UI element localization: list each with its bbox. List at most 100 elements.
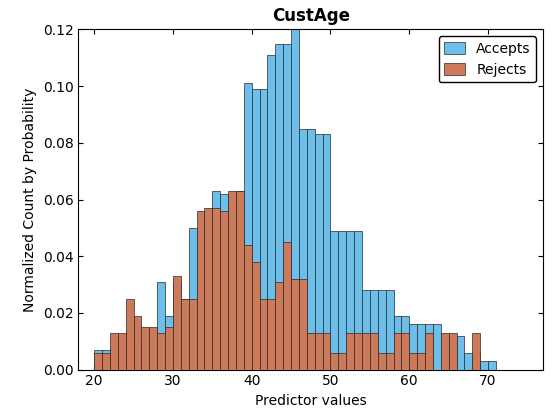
Bar (425, 324, 433, 370)
Bar (236, 191, 244, 370)
Bar (181, 299, 189, 370)
Bar (362, 290, 370, 370)
Bar (276, 282, 283, 370)
Bar (370, 290, 378, 370)
Bar (362, 333, 370, 370)
Bar (472, 333, 480, 370)
Bar (433, 324, 441, 370)
Y-axis label: Normalized Count by Probability: Normalized Count by Probability (23, 87, 37, 312)
Bar (456, 336, 464, 370)
Bar (150, 327, 157, 370)
Bar (323, 333, 330, 370)
X-axis label: Predictor values: Predictor values (255, 394, 367, 408)
Bar (220, 211, 228, 370)
Bar (472, 353, 480, 370)
Bar (125, 330, 133, 370)
Bar (323, 134, 330, 370)
Bar (251, 89, 260, 370)
Bar (102, 353, 110, 370)
Bar (315, 333, 323, 370)
Bar (173, 282, 181, 370)
Bar (212, 191, 220, 370)
Bar (488, 361, 496, 370)
Bar (142, 347, 150, 370)
Bar (268, 55, 276, 370)
Bar (441, 333, 449, 370)
Bar (338, 231, 346, 370)
Bar (133, 347, 142, 370)
Bar (299, 129, 307, 370)
Bar (299, 279, 307, 370)
Bar (394, 333, 402, 370)
Bar (228, 194, 236, 370)
Bar (181, 299, 189, 370)
Bar (338, 353, 346, 370)
Bar (307, 333, 315, 370)
Bar (370, 333, 378, 370)
Bar (409, 353, 417, 370)
Bar (307, 129, 315, 370)
Bar (94, 350, 102, 370)
Bar (449, 336, 456, 370)
Bar (165, 327, 173, 370)
Bar (125, 299, 133, 370)
Bar (197, 228, 204, 370)
Bar (165, 316, 173, 370)
Bar (268, 299, 276, 370)
Bar (244, 245, 251, 370)
Bar (102, 350, 110, 370)
Bar (425, 333, 433, 370)
Legend: Accepts, Rejects: Accepts, Rejects (438, 37, 536, 82)
Bar (394, 316, 402, 370)
Bar (133, 316, 142, 370)
Bar (204, 211, 212, 370)
Bar (386, 290, 394, 370)
Bar (409, 324, 417, 370)
Bar (173, 276, 181, 370)
Bar (480, 361, 488, 370)
Title: CustAge: CustAge (272, 7, 350, 25)
Bar (354, 333, 362, 370)
Bar (291, 29, 299, 370)
Bar (315, 134, 323, 370)
Bar (276, 44, 283, 370)
Bar (378, 353, 386, 370)
Bar (346, 333, 354, 370)
Bar (118, 353, 125, 370)
Bar (197, 211, 204, 370)
Bar (150, 330, 157, 370)
Bar (260, 299, 268, 370)
Bar (464, 353, 472, 370)
Bar (283, 242, 291, 370)
Bar (417, 353, 425, 370)
Bar (386, 353, 394, 370)
Bar (94, 353, 102, 370)
Bar (330, 353, 338, 370)
Bar (157, 282, 165, 370)
Bar (189, 228, 197, 370)
Bar (204, 208, 212, 370)
Bar (402, 316, 409, 370)
Bar (449, 333, 456, 370)
Bar (283, 44, 291, 370)
Bar (330, 231, 338, 370)
Bar (220, 194, 228, 370)
Bar (346, 231, 354, 370)
Bar (228, 191, 236, 370)
Bar (402, 333, 409, 370)
Bar (157, 333, 165, 370)
Bar (142, 327, 150, 370)
Bar (110, 347, 118, 370)
Bar (260, 89, 268, 370)
Bar (417, 324, 425, 370)
Bar (291, 279, 299, 370)
Bar (212, 208, 220, 370)
Bar (378, 290, 386, 370)
Bar (189, 299, 197, 370)
Bar (118, 333, 125, 370)
Bar (244, 83, 251, 370)
Bar (354, 231, 362, 370)
Bar (236, 191, 244, 370)
Bar (110, 333, 118, 370)
Bar (251, 262, 260, 370)
